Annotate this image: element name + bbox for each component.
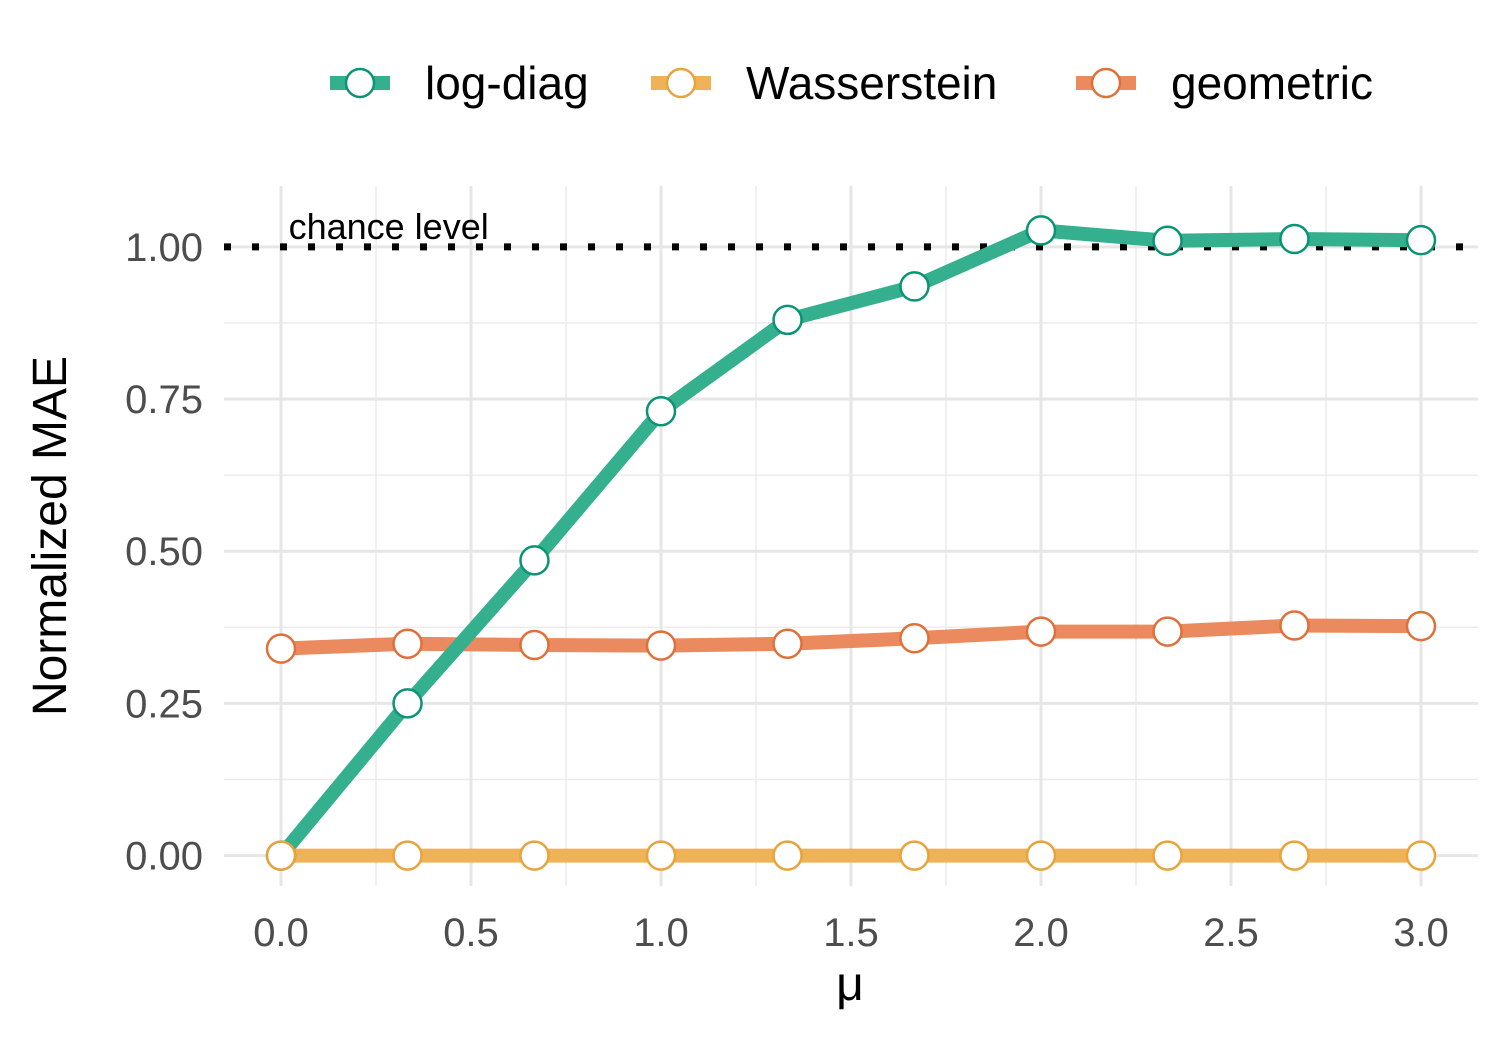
data-point-geometric bbox=[519, 629, 550, 661]
data-point-log-diag bbox=[899, 271, 930, 302]
legend-label: Wasserstein bbox=[746, 57, 997, 109]
data-point-log-diag bbox=[392, 688, 423, 719]
x-tick-label: 1.0 bbox=[633, 911, 689, 955]
x-axis-title: μ bbox=[836, 958, 864, 1011]
data-point-wasserstein bbox=[772, 840, 803, 871]
data-point-wasserstein bbox=[1405, 840, 1437, 871]
data-point-wasserstein bbox=[1279, 840, 1310, 871]
data-point-wasserstein bbox=[392, 840, 423, 871]
x-tick-label: 0.5 bbox=[443, 911, 499, 955]
data-point-wasserstein bbox=[645, 840, 677, 871]
y-tick-label: 1.00 bbox=[125, 226, 203, 270]
legend-key-marker bbox=[665, 67, 697, 99]
y-tick-label: 0.75 bbox=[125, 378, 203, 422]
data-point-log-diag bbox=[1405, 224, 1437, 256]
grid bbox=[224, 186, 1478, 886]
y-tick-label: 0.00 bbox=[125, 835, 203, 879]
legend-label: log-diag bbox=[425, 57, 589, 109]
legend-label: geometric bbox=[1171, 57, 1373, 109]
y-tick-labels: 0.00 0.25 0.50 0.75 1.00 bbox=[125, 226, 203, 879]
x-tick-label: 2.5 bbox=[1203, 911, 1259, 955]
data-point-log-diag bbox=[1279, 223, 1310, 255]
data-point-log-diag bbox=[772, 304, 803, 336]
data-point-log-diag bbox=[1025, 215, 1057, 246]
x-tick-labels: 0.0 0.5 1.0 1.5 2.0 2.5 3.0 bbox=[253, 911, 1449, 955]
data-point-log-diag bbox=[1152, 225, 1183, 257]
data-point-geometric bbox=[899, 623, 930, 654]
y-tick-label: 0.25 bbox=[125, 682, 203, 726]
x-tick-label: 0.0 bbox=[253, 911, 309, 955]
x-tick-label: 3.0 bbox=[1393, 911, 1449, 955]
x-tick-label: 2.0 bbox=[1013, 911, 1069, 955]
data-point-wasserstein bbox=[899, 840, 930, 871]
x-tick-label: 1.5 bbox=[823, 911, 879, 955]
series-group bbox=[265, 215, 1437, 871]
data-point-geometric bbox=[1279, 610, 1310, 641]
reference-line-group: chance level bbox=[224, 206, 1478, 251]
data-point-log-diag bbox=[645, 395, 677, 427]
data-point-wasserstein bbox=[1025, 840, 1057, 871]
y-axis-title: Normalized MAE bbox=[24, 356, 77, 716]
data-point-wasserstein bbox=[1152, 840, 1183, 871]
data-point-geometric bbox=[265, 633, 297, 664]
data-point-log-diag bbox=[519, 545, 550, 576]
legend-key-marker bbox=[344, 67, 376, 99]
data-point-geometric bbox=[1405, 610, 1437, 642]
series-line-geometric bbox=[280, 618, 1422, 656]
data-point-geometric bbox=[392, 628, 423, 659]
data-point-wasserstein bbox=[265, 840, 297, 871]
legend-key-marker bbox=[1090, 67, 1122, 99]
reference-line-label: chance level bbox=[289, 206, 489, 247]
series-line-log-diag bbox=[275, 223, 1422, 861]
data-point-geometric bbox=[772, 628, 803, 659]
data-point-geometric bbox=[1152, 616, 1183, 647]
legend: log-diag Wasserstein geometric bbox=[330, 57, 1373, 109]
y-tick-label: 0.50 bbox=[125, 530, 203, 574]
data-point-wasserstein bbox=[519, 840, 550, 871]
data-point-geometric bbox=[645, 630, 677, 661]
data-point-geometric bbox=[1025, 616, 1057, 647]
